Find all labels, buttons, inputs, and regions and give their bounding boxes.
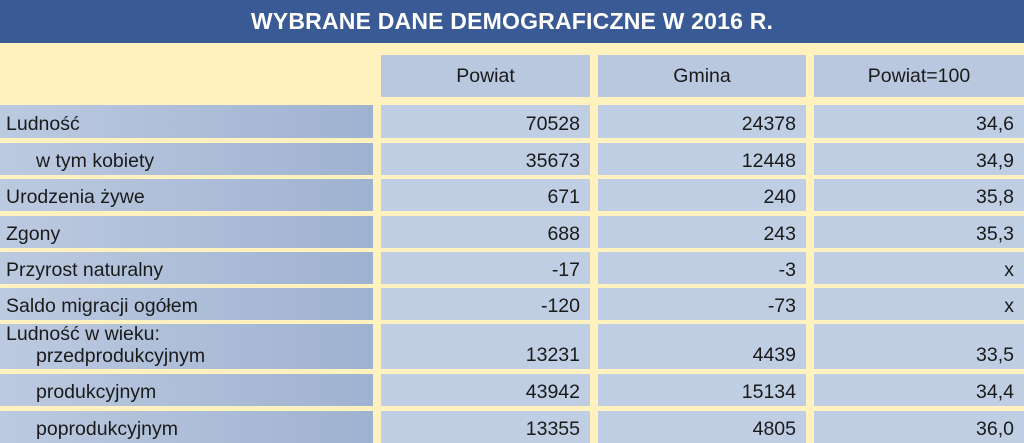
row-label-w-tym-kobiety: w tym kobiety bbox=[0, 143, 373, 175]
table-title: WYBRANE DANE DEMOGRAFICZNE W 2016 R. bbox=[0, 0, 1024, 43]
row-label-ludnosc-w-wieku: Ludność w wieku: przedprodukcyjnym bbox=[0, 323, 373, 369]
row-label-saldo-migracji: Saldo migracji ogółem bbox=[0, 288, 373, 320]
cell-gmina: 240 bbox=[598, 179, 806, 211]
cell-powiat-100: 36,0 bbox=[814, 411, 1024, 443]
cell-powiat-100: 34,6 bbox=[814, 105, 1024, 138]
cell-powiat-100: 35,3 bbox=[814, 216, 1024, 248]
row-label-zgony: Zgony bbox=[0, 216, 373, 248]
cell-gmina: 4439 bbox=[598, 324, 806, 369]
column-header-powiat-100: Powiat=100 bbox=[814, 55, 1024, 97]
cell-gmina: 4805 bbox=[598, 411, 806, 443]
column-header-powiat: Powiat bbox=[381, 55, 590, 97]
cell-powiat-100: 34,9 bbox=[814, 143, 1024, 175]
cell-powiat: 671 bbox=[381, 179, 590, 211]
column-header-gmina: Gmina bbox=[598, 55, 806, 97]
cell-powiat: 43942 bbox=[381, 374, 590, 406]
row-label-produkcyjnym: produkcyjnym bbox=[0, 374, 373, 406]
row-label-poprodukcyjnym: poprodukcyjnym bbox=[0, 411, 373, 443]
row-label-ludnosc: Ludność bbox=[0, 105, 373, 138]
cell-powiat: 70528 bbox=[381, 105, 590, 138]
cell-gmina: -3 bbox=[598, 252, 806, 284]
cell-gmina: 12448 bbox=[598, 143, 806, 175]
cell-gmina: 15134 bbox=[598, 374, 806, 406]
cell-powiat: 35673 bbox=[381, 143, 590, 175]
cell-gmina: 243 bbox=[598, 216, 806, 248]
cell-powiat-100: 34,4 bbox=[814, 374, 1024, 406]
cell-powiat: 13355 bbox=[381, 411, 590, 443]
row-label-przyrost-naturalny: Przyrost naturalny bbox=[0, 252, 373, 284]
cell-powiat-100: x bbox=[814, 252, 1024, 284]
cell-powiat: -120 bbox=[381, 288, 590, 320]
row-label-urodzenia-zywe: Urodzenia żywe bbox=[0, 179, 373, 211]
cell-powiat-100: 35,8 bbox=[814, 179, 1024, 211]
cell-gmina: -73 bbox=[598, 288, 806, 320]
cell-powiat-100: x bbox=[814, 288, 1024, 320]
row-label-group-heading: Ludność w wieku: bbox=[6, 323, 160, 345]
cell-powiat: -17 bbox=[381, 252, 590, 284]
cell-powiat: 688 bbox=[381, 216, 590, 248]
row-label-przedprodukcyjnym: przedprodukcyjnym bbox=[36, 345, 206, 367]
cell-gmina: 24378 bbox=[598, 105, 806, 138]
cell-powiat: 13231 bbox=[381, 324, 590, 369]
cell-powiat-100: 33,5 bbox=[814, 324, 1024, 369]
